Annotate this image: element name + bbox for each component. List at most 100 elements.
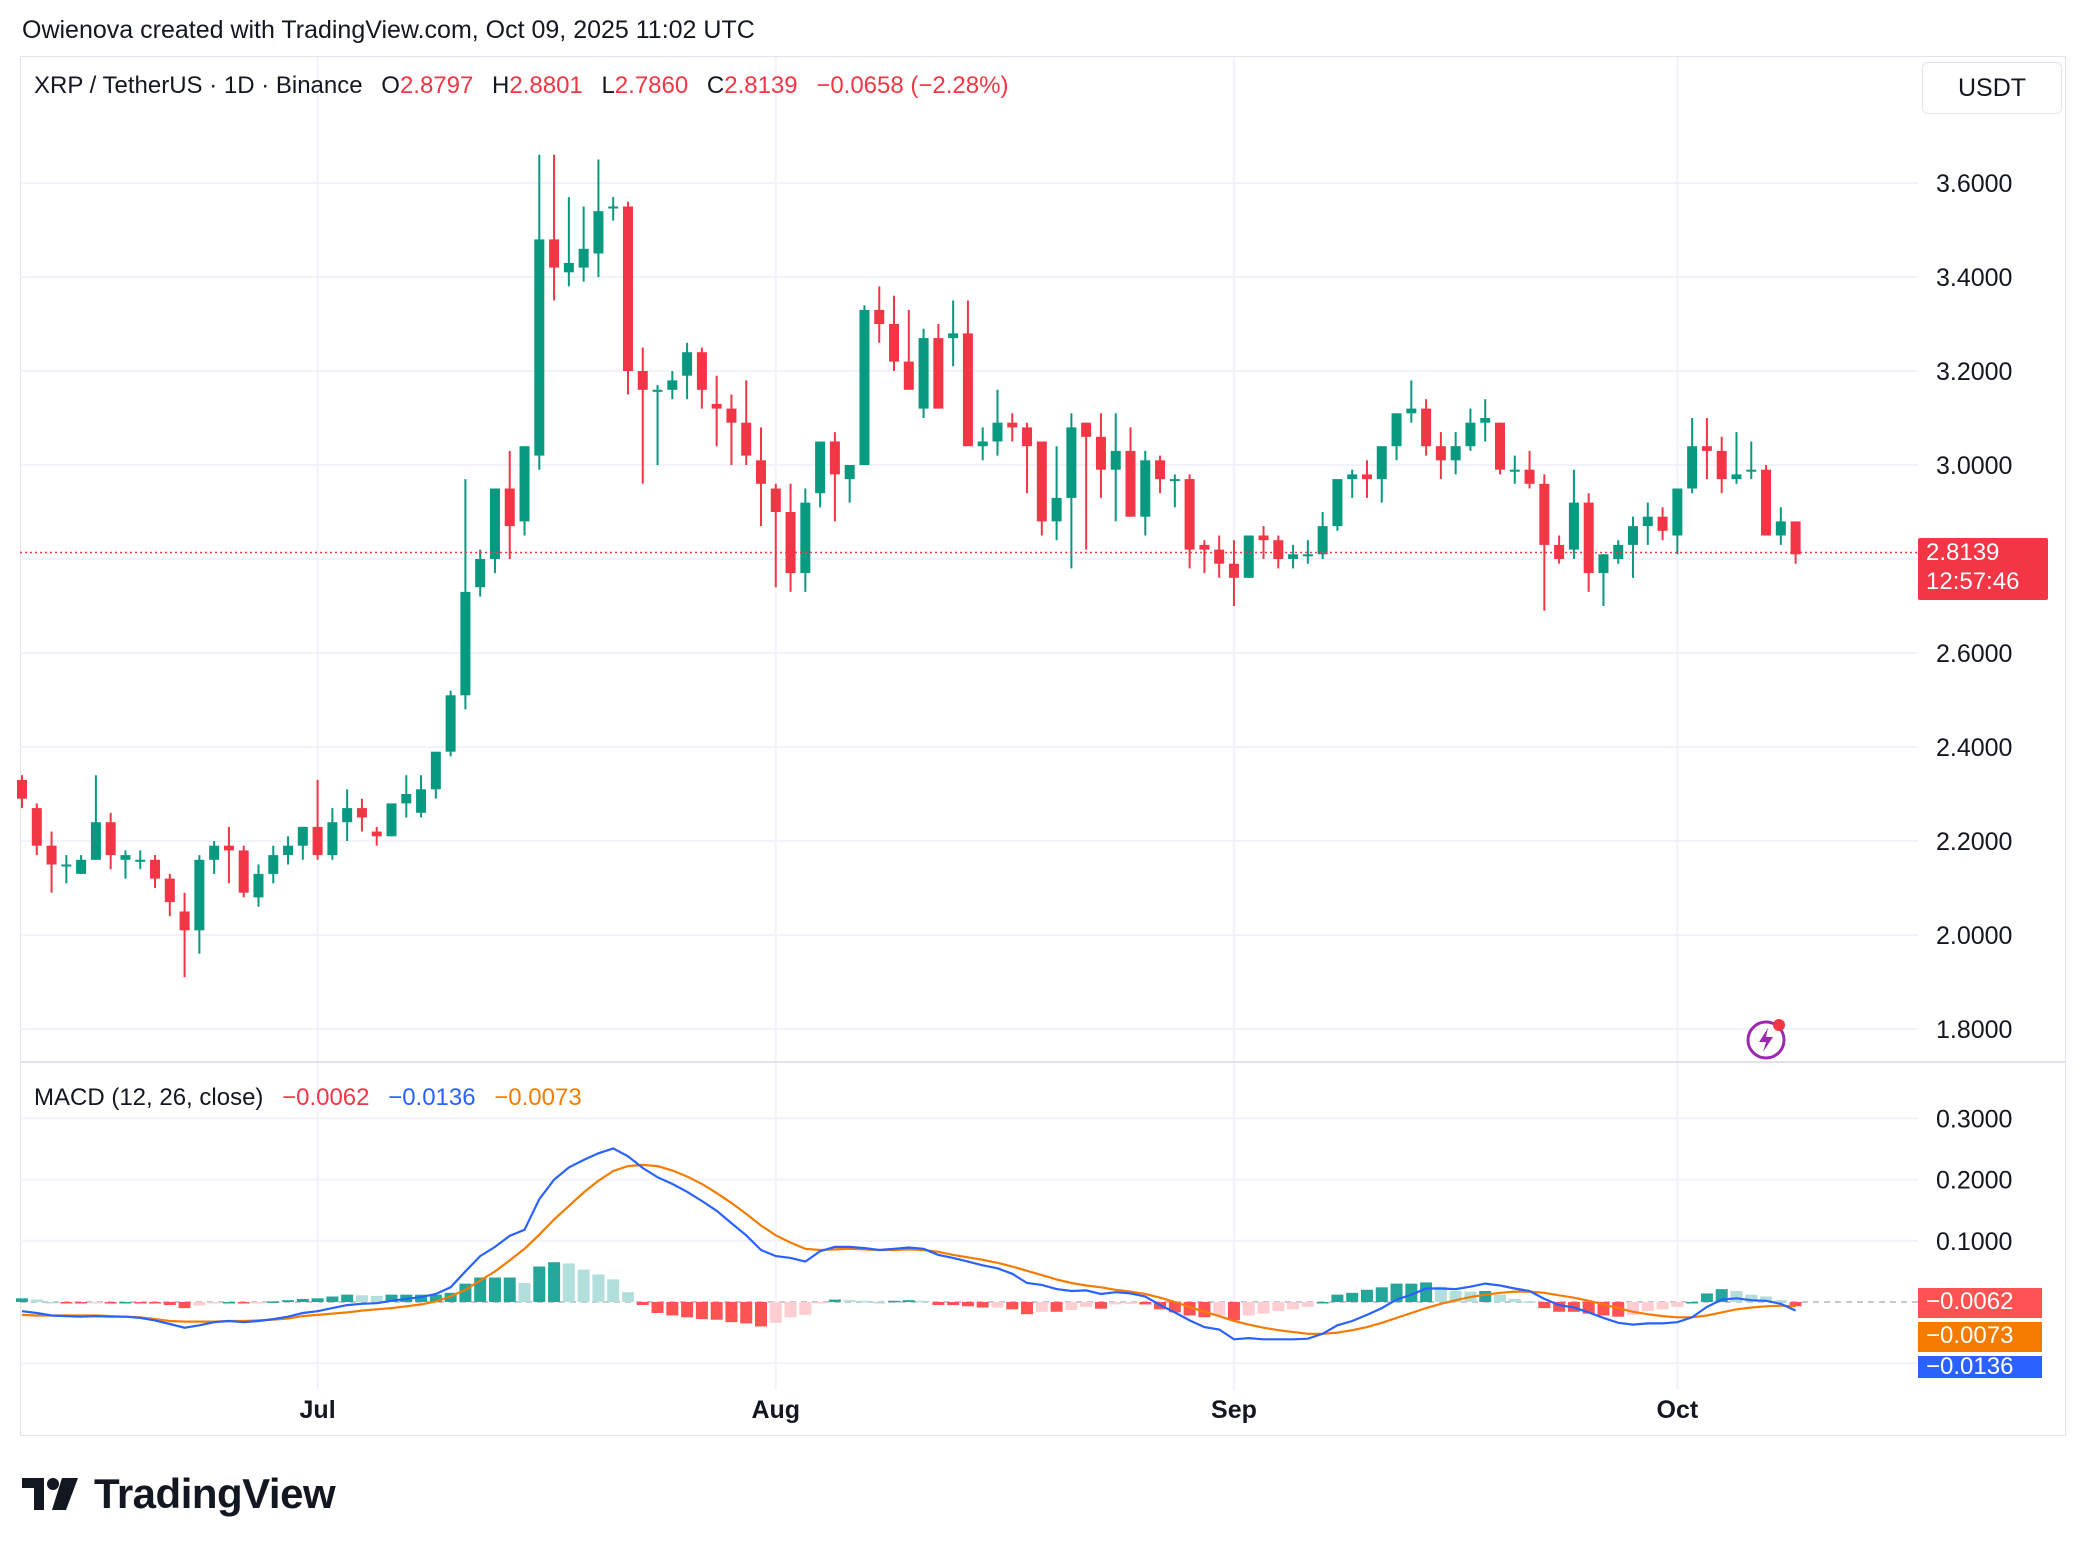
candle-body: [652, 389, 663, 392]
macd-histogram-bar: [651, 1302, 664, 1314]
macd-histogram-bar: [1449, 1290, 1462, 1302]
macd-histogram-bar: [355, 1295, 368, 1302]
macd-histogram-bar: [695, 1302, 708, 1320]
candle-body: [637, 371, 648, 390]
candle-body: [179, 911, 190, 931]
candle-body: [1672, 488, 1683, 536]
candle-body: [770, 488, 781, 512]
candle-body: [741, 422, 752, 456]
macd-histogram-bar: [45, 1302, 58, 1304]
time-axis-tick: Jul: [300, 1396, 336, 1424]
symbol-label[interactable]: XRP / TetherUS · 1D · Binance: [34, 72, 363, 99]
macd-lines: [21, 1147, 1797, 1341]
macd-histogram-bar: [1080, 1302, 1093, 1307]
candle-body: [593, 211, 604, 254]
price-axis-tick: 2.2000: [1936, 828, 2012, 856]
macd-histogram-bar: [1434, 1286, 1447, 1302]
macd-histogram-bar: [725, 1302, 738, 1323]
macd-line-tag: −0.0136: [1918, 1356, 2042, 1378]
macd-histogram-bar: [932, 1302, 945, 1306]
candlestick-series: [17, 154, 1918, 978]
grid-lines: [20, 57, 1918, 1390]
macd-axis-tick: 0.1000: [1936, 1228, 2012, 1256]
candle-body: [297, 826, 308, 846]
candle-body: [90, 822, 101, 860]
macd-histogram-bar: [1582, 1302, 1595, 1314]
brand-wordmark: TradingView: [94, 1470, 336, 1517]
candle-body: [578, 248, 589, 268]
macd-histogram-bar: [1390, 1283, 1403, 1302]
candle-body: [253, 873, 264, 898]
candle-body: [1628, 526, 1639, 545]
candle-body: [948, 333, 959, 339]
candle-body: [401, 794, 412, 804]
macd-histogram-bar: [828, 1299, 841, 1302]
macd-histogram-bar: [710, 1302, 723, 1320]
macd-histogram-bar: [1331, 1294, 1344, 1302]
lightning-icon[interactable]: [1744, 1016, 1788, 1060]
candle-body: [1450, 446, 1461, 461]
candle-body: [1140, 460, 1151, 517]
candle-body: [1495, 422, 1505, 470]
macd-histogram-bar: [1006, 1302, 1019, 1310]
price-axis-tick: 3.2000: [1936, 358, 2012, 386]
candle-body: [1110, 450, 1121, 470]
close-label: C: [706, 72, 725, 99]
price-axis-tick: 2.6000: [1936, 640, 2012, 668]
candle-body: [1228, 563, 1239, 578]
macd-histogram-bar: [888, 1300, 901, 1303]
candle-body: [859, 309, 870, 465]
candle-body: [76, 859, 87, 874]
candle-body: [1361, 474, 1372, 480]
macd-histogram-bar: [873, 1302, 886, 1304]
macd-histogram-bar: [1287, 1302, 1300, 1310]
macd-histogram-bar: [1227, 1302, 1240, 1321]
candle-body: [622, 206, 633, 371]
macd-histogram-bar: [562, 1263, 575, 1302]
candle-body: [1022, 427, 1033, 447]
macd-histogram-bar: [917, 1300, 930, 1303]
candle-body: [1155, 460, 1166, 480]
candle-body: [1687, 446, 1698, 489]
candle-body: [386, 803, 397, 837]
candle-body: [1524, 469, 1535, 484]
candle-body: [1288, 554, 1299, 559]
macd-histogram-bar: [784, 1302, 797, 1318]
candle-body: [1761, 469, 1772, 536]
macd-histogram-bar: [134, 1302, 147, 1304]
candle-body: [209, 845, 220, 860]
macd-histogram-bar: [814, 1302, 827, 1304]
axis-labels: 3.6000 3.4000 3.2000 3.0000 2.6000 2.4000 2.20…: [300, 170, 2013, 1424]
macd-histogram-bar: [1745, 1294, 1758, 1302]
candle-body: [1539, 483, 1550, 545]
candle-body: [356, 808, 367, 818]
macd-histogram-bar: [681, 1302, 694, 1318]
candle-body: [475, 559, 486, 588]
candle-body: [1081, 422, 1092, 437]
candle-body: [1568, 502, 1579, 550]
macd-histogram-bar: [237, 1302, 250, 1304]
candle-body: [1465, 422, 1476, 447]
candle-body: [1509, 469, 1520, 472]
candle-body: [371, 831, 382, 837]
candle-body: [1376, 446, 1387, 480]
macd-histogram-bar: [193, 1302, 206, 1306]
macd-indicator-label[interactable]: MACD (12, 26, close): [34, 1084, 264, 1111]
candle-body: [489, 488, 500, 559]
macd-histogram-bar: [1139, 1302, 1152, 1305]
currency-button[interactable]: USDT: [1922, 62, 2062, 114]
macd-histogram-bar: [222, 1302, 235, 1304]
macd-histogram-bar: [548, 1262, 561, 1302]
macd-histogram-bar: [178, 1302, 191, 1309]
macd-histogram-bar: [1021, 1302, 1034, 1315]
macd-histogram-bar: [1272, 1302, 1285, 1312]
macd-histogram-bar: [326, 1296, 339, 1302]
macd-histogram-bar: [621, 1292, 634, 1302]
tradingview-logo[interactable]: TradingView: [22, 1470, 336, 1518]
macd-histogram-bar: [503, 1277, 516, 1302]
macd-histogram-bar: [1168, 1302, 1181, 1313]
candle-body: [800, 502, 811, 574]
candle-body: [61, 864, 72, 867]
macd-signal-value: −0.0073: [494, 1084, 582, 1111]
